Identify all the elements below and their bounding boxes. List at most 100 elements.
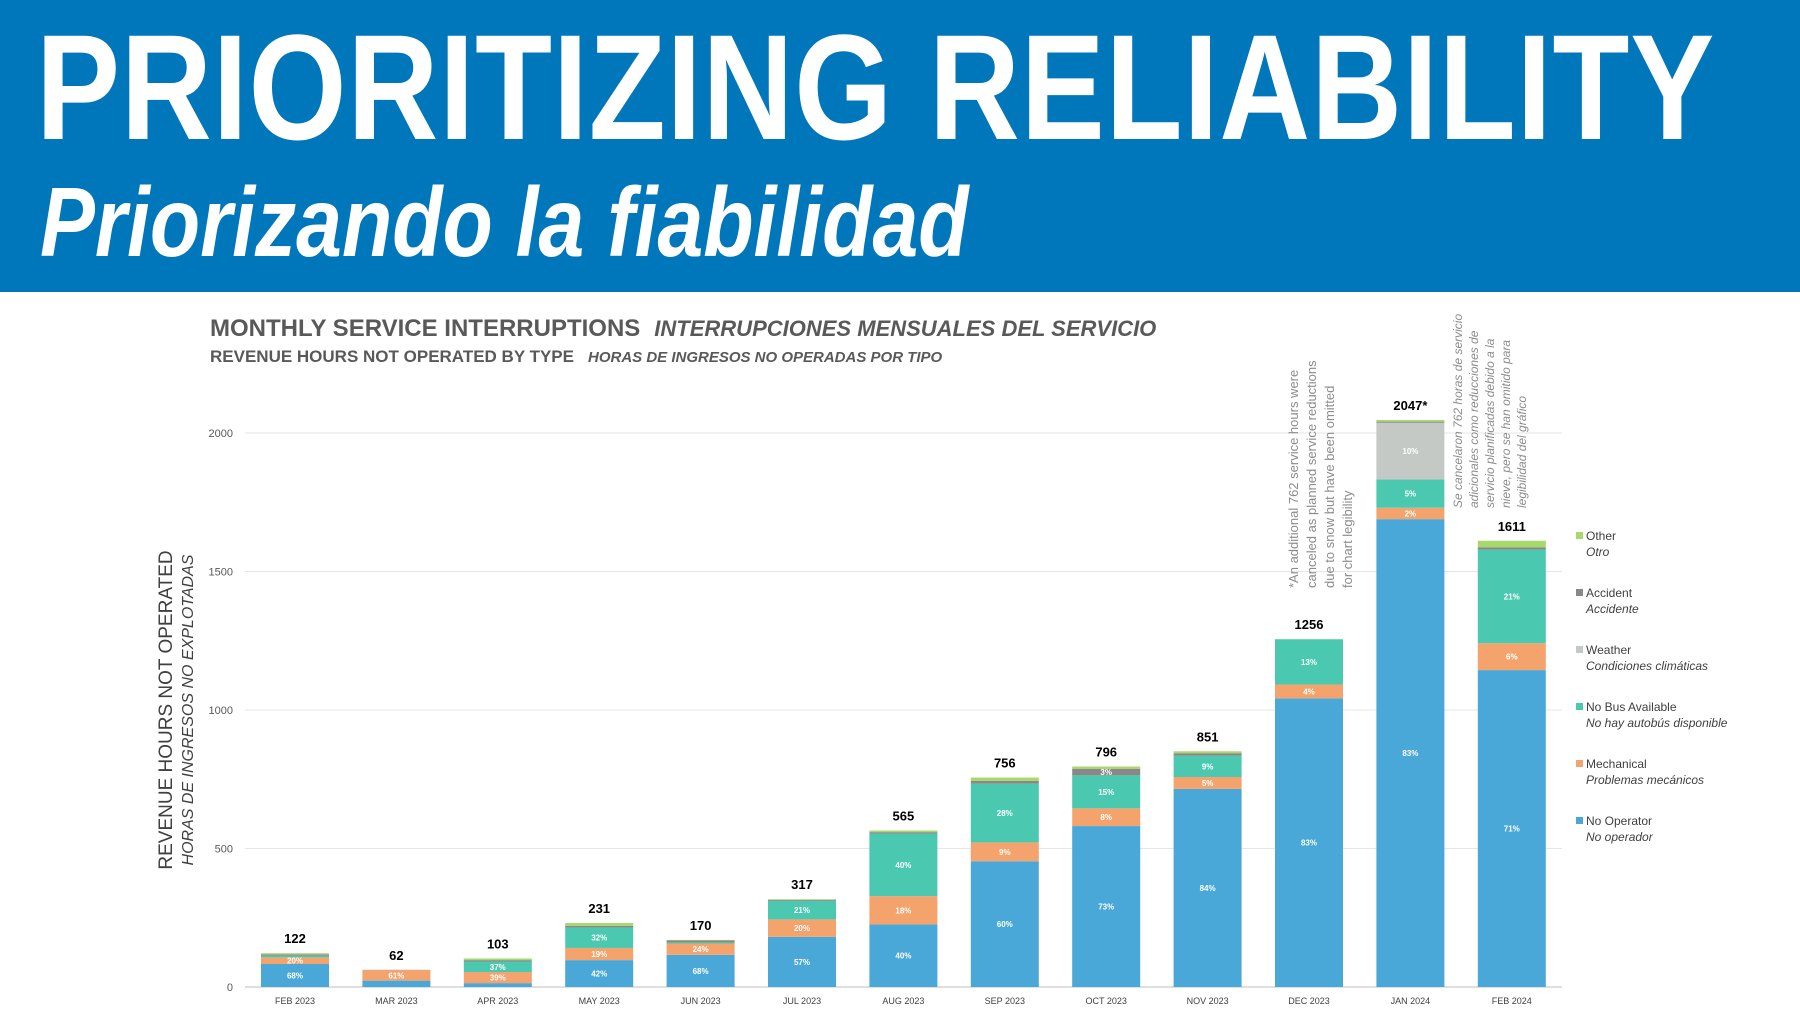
segment-percent-label: 19% bbox=[591, 950, 607, 959]
bar-segment bbox=[1477, 540, 1546, 548]
segment-percent-label: 83% bbox=[1301, 839, 1317, 848]
segment-percent-label: 84% bbox=[1200, 884, 1216, 893]
segment-percent-label: 8% bbox=[1100, 813, 1112, 822]
bar-segment bbox=[768, 899, 836, 900]
bar-segment bbox=[1376, 422, 1445, 480]
segment-percent-label: 61% bbox=[388, 971, 404, 980]
x-tick-label: OCT 2023 bbox=[1086, 996, 1127, 1006]
legend-label-spanish: Otro bbox=[1586, 545, 1610, 559]
chart-subtitle-spanish: HORAS DE INGRESOS NO OPERADAS POR TIPO bbox=[588, 349, 943, 366]
bar-segment bbox=[666, 954, 735, 987]
chart-title-spanish: INTERRUPCIONES MENSUALES DEL SERVICIO bbox=[654, 316, 1156, 341]
bar-segment bbox=[768, 919, 836, 937]
segment-percent-label: 68% bbox=[287, 972, 303, 981]
legend-swatch bbox=[1576, 703, 1583, 710]
x-tick-label: AUG 2023 bbox=[882, 996, 924, 1006]
bar-segment bbox=[565, 927, 634, 948]
bar-segment bbox=[565, 925, 634, 928]
segment-percent-label: 10% bbox=[1402, 447, 1418, 456]
bar-segment bbox=[1376, 421, 1445, 423]
annotation-spanish-line: Se cancelaron 762 horas de servicio bbox=[1451, 314, 1465, 508]
segment-percent-label: 18% bbox=[895, 906, 911, 915]
legend-label-spanish: No hay autobús disponible bbox=[1586, 716, 1728, 730]
segment-percent-label: 6% bbox=[1506, 653, 1518, 662]
bar-segment bbox=[666, 940, 735, 943]
chart-title: MONTHLY SERVICE INTERRUPTIONS INTERRUPCIO… bbox=[210, 315, 1156, 342]
annotation-english-line: for chart legibility bbox=[1340, 490, 1355, 588]
bar-segment bbox=[768, 899, 836, 901]
bar-total-label: 103 bbox=[487, 936, 509, 951]
bar-segment bbox=[463, 961, 532, 973]
x-tick-label: APR 2023 bbox=[477, 996, 518, 1006]
bar-segment bbox=[970, 861, 1039, 987]
bar-segment bbox=[362, 970, 431, 981]
chart-subtitle: REVENUE HOURS NOT OPERATED BY TYPE HORAS … bbox=[210, 347, 943, 366]
bar-segment bbox=[362, 980, 431, 987]
bar-segment bbox=[1072, 775, 1141, 809]
legend-label-spanish: Condiciones climáticas bbox=[1586, 659, 1708, 673]
segment-percent-label: 40% bbox=[895, 952, 911, 961]
bar-segment bbox=[1477, 547, 1546, 550]
segment-percent-label: 9% bbox=[999, 848, 1011, 857]
x-tick-label: JUL 2023 bbox=[783, 996, 821, 1006]
bar-segment bbox=[261, 954, 329, 956]
bar-segment bbox=[463, 960, 532, 962]
bar-segment bbox=[1072, 826, 1141, 987]
legend-label: Accident bbox=[1586, 586, 1633, 600]
annotation-spanish-line: servicio planificadas debido a la bbox=[1483, 338, 1497, 508]
annotation-english-line: due to snow but have been omitted bbox=[1322, 386, 1337, 588]
segment-percent-label: 21% bbox=[1504, 592, 1520, 601]
segment-percent-label: 40% bbox=[895, 861, 911, 870]
bar-segment bbox=[1072, 808, 1141, 827]
bar-total-label: 796 bbox=[1095, 745, 1117, 760]
segment-percent-label: 3% bbox=[1100, 768, 1112, 777]
legend-label: Mechanical bbox=[1586, 757, 1647, 771]
y-axis-label: REVENUE HOURS NOT OPERATED bbox=[156, 550, 177, 869]
bar-segment bbox=[970, 780, 1039, 784]
x-tick-label: FEB 2024 bbox=[1492, 996, 1532, 1006]
bar-segment bbox=[1376, 479, 1445, 508]
bar-segment bbox=[261, 957, 329, 965]
segment-percent-label: 39% bbox=[490, 974, 506, 983]
bar-segment bbox=[869, 896, 938, 925]
bar-segment bbox=[261, 964, 329, 987]
bar-segment bbox=[1275, 684, 1343, 699]
bar-segment bbox=[869, 832, 938, 834]
bar-total-label: 122 bbox=[284, 931, 306, 946]
segment-percent-label: 5% bbox=[1405, 490, 1417, 499]
bar-segment bbox=[463, 972, 532, 984]
y-axis-label-spanish: HORAS DE INGRESOS NO EXPLOTADAS bbox=[180, 554, 197, 865]
bar-segment bbox=[565, 923, 634, 926]
x-tick-label: JUN 2023 bbox=[681, 996, 721, 1006]
bar-segment bbox=[666, 943, 735, 955]
y-tick-label: 1000 bbox=[209, 705, 233, 717]
bar-total-label: 756 bbox=[994, 756, 1016, 771]
bar-segment bbox=[869, 830, 938, 833]
x-tick-label: FEB 2023 bbox=[275, 996, 315, 1006]
segment-percent-label: 13% bbox=[1301, 658, 1317, 667]
x-tick-label: MAY 2023 bbox=[579, 996, 620, 1006]
bar-segment bbox=[1275, 639, 1343, 685]
bar-segment bbox=[463, 958, 532, 961]
legend-swatch bbox=[1576, 646, 1583, 653]
legend-label-spanish: Accidente bbox=[1585, 602, 1639, 616]
bar-segment bbox=[970, 777, 1039, 781]
legend-swatch bbox=[1576, 817, 1583, 824]
bar-total-label: 1611 bbox=[1498, 519, 1526, 534]
x-tick-label: JAN 2024 bbox=[1391, 996, 1431, 1006]
segment-percent-label: 20% bbox=[794, 924, 810, 933]
y-tick-label: 2000 bbox=[209, 428, 233, 440]
bar-total-label: 2047* bbox=[1393, 398, 1428, 413]
bar-segment bbox=[869, 833, 938, 897]
bar-segment bbox=[1376, 507, 1445, 520]
bar-total-label: 851 bbox=[1197, 729, 1219, 744]
segment-percent-label: 32% bbox=[591, 934, 607, 943]
bar-total-label: 1256 bbox=[1295, 617, 1324, 632]
bar-total-label: 62 bbox=[389, 948, 403, 963]
segment-percent-label: 24% bbox=[693, 945, 709, 954]
bar-segment bbox=[1376, 419, 1445, 422]
segment-percent-label: 37% bbox=[490, 963, 506, 972]
segment-percent-label: 28% bbox=[997, 809, 1013, 818]
bar-total-label: 317 bbox=[791, 877, 813, 892]
bar-segment bbox=[1477, 549, 1546, 644]
